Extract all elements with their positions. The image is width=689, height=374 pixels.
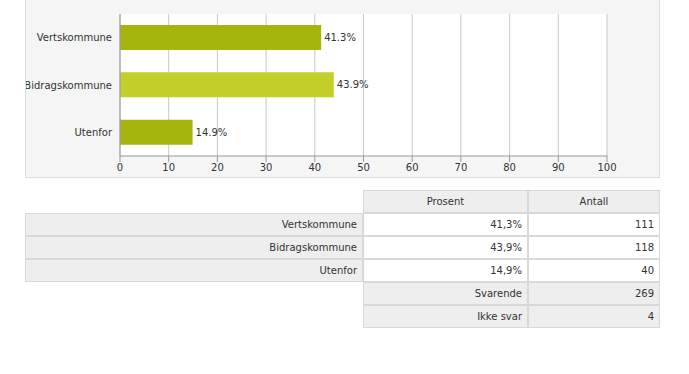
svg-text:Utenfor: Utenfor <box>75 127 113 138</box>
html-text:269: 269 <box>634 288 654 299</box>
svg-text:43.9%: 43.9% <box>337 79 369 90</box>
svg-text:40: 40 <box>308 162 321 173</box>
html-text:Ikke svar: Ikke svar <box>477 311 522 322</box>
svg-text:30: 30 <box>260 162 273 173</box>
html-text:Bidragskommune: Bidragskommune <box>269 242 357 253</box>
html-text:Utenfor: Utenfor <box>319 265 357 276</box>
svg-text:50: 50 <box>357 162 370 173</box>
html-text:40: 40 <box>641 265 654 276</box>
svg-text:10: 10 <box>162 162 175 173</box>
svg-text:14.9%: 14.9% <box>196 127 228 138</box>
html-text:41,3%: 41,3% <box>490 219 522 230</box>
svg-text:41.3%: 41.3% <box>324 32 356 43</box>
html-text:Antall: Antall <box>579 196 609 207</box>
html-text:Vertskommune: Vertskommune <box>281 219 357 230</box>
svg-text:Bidragskommune: Bidragskommune <box>26 80 112 91</box>
html-text:43,9%: 43,9% <box>490 242 522 253</box>
svg-text:90: 90 <box>552 162 565 173</box>
svg-text:0: 0 <box>117 162 123 173</box>
html-text:118: 118 <box>634 242 654 253</box>
svg-text:80: 80 <box>503 162 516 173</box>
html-text:111: 111 <box>634 219 654 230</box>
html-text:4: 4 <box>647 311 654 322</box>
svg-text:20: 20 <box>211 162 224 173</box>
svg-text:70: 70 <box>455 162 468 173</box>
html-text:Prosent: Prosent <box>426 196 465 207</box>
svg-text:100: 100 <box>597 162 616 173</box>
html-text:14,9%: 14,9% <box>490 265 522 276</box>
svg-text:Vertskommune: Vertskommune <box>37 32 112 43</box>
html-text:Svarende: Svarende <box>474 288 522 299</box>
svg-text:60: 60 <box>406 162 419 173</box>
